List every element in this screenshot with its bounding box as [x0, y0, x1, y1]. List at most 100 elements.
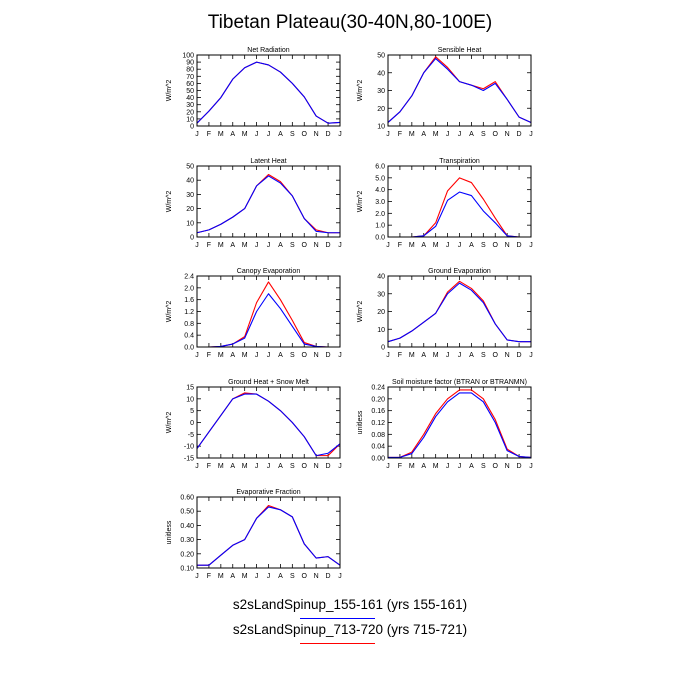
x-tick-label: N [314, 242, 319, 249]
y-tick-label: -15 [184, 456, 194, 463]
x-tick-label: J [267, 463, 271, 470]
y-tick-label: 2.0 [375, 211, 385, 218]
x-tick-label: A [421, 242, 426, 249]
chart-title: Evaporative Fraction [236, 489, 300, 496]
y-tick-label: 10 [186, 396, 194, 403]
y-tick-label: 0.08 [371, 432, 385, 439]
y-tick-label: 0.50 [180, 509, 194, 516]
series-line-1 [197, 281, 340, 348]
x-tick-label: J [255, 352, 259, 359]
x-tick-label: S [290, 242, 295, 249]
x-tick-label: A [469, 352, 474, 359]
x-tick-label: A [230, 242, 235, 249]
x-tick-label: S [290, 131, 295, 138]
x-tick-label: J [458, 463, 462, 470]
x-tick-label: M [409, 131, 415, 138]
series-line-1 [388, 389, 532, 458]
y-tick-label: 0.30 [180, 537, 194, 544]
y-tick-label: 0.24 [371, 385, 385, 392]
x-tick-label: D [326, 242, 331, 249]
x-tick-label: N [505, 352, 510, 359]
x-tick-label: D [517, 242, 522, 249]
series-line-2 [196, 61, 341, 124]
x-tick-label: J [458, 242, 462, 249]
x-tick-label: O [302, 573, 308, 580]
series-line-2 [197, 506, 341, 566]
y-tick-label: 0.20 [180, 551, 194, 558]
chart-title: Sensible Heat [438, 47, 482, 54]
x-tick-label: J [195, 242, 199, 249]
x-tick-label: J [338, 573, 342, 580]
x-tick-label: J [255, 131, 259, 138]
x-tick-label: J [446, 131, 450, 138]
y-tick-label: 0.00 [371, 456, 385, 463]
x-tick-label: A [230, 573, 235, 580]
y-axis-label: W/m^2 [166, 412, 173, 434]
y-tick-label: 0 [190, 420, 194, 427]
x-tick-label: S [290, 352, 295, 359]
series-line-2 [196, 393, 341, 457]
y-axis-label: W/m^2 [166, 191, 173, 213]
y-tick-label: 1.0 [375, 223, 385, 230]
x-tick-label: J [338, 352, 342, 359]
legend-label-2: s2sLandSpinup_713-720 (yrs 715-721) [232, 622, 468, 637]
x-tick-label: J [267, 352, 271, 359]
x-tick-label: D [517, 463, 522, 470]
plot-frame [387, 275, 532, 348]
x-tick-label: A [421, 131, 426, 138]
y-axis-label: W/m^2 [357, 191, 364, 213]
x-tick-label: D [326, 352, 331, 359]
chart-9: Evaporative Fraction unitless 0.10 0.20 0.30… [166, 489, 342, 580]
x-tick-label: J [446, 463, 450, 470]
y-tick-label: 0.12 [371, 420, 385, 427]
y-tick-label: 0.04 [371, 444, 385, 451]
y-tick-label: 40 [377, 274, 385, 281]
x-tick-label: N [314, 463, 319, 470]
x-tick-label: J [195, 463, 199, 470]
x-tick-label: A [469, 131, 474, 138]
chart-title: Ground Evaporation [428, 268, 491, 275]
x-tick-label: J [195, 573, 199, 580]
x-tick-label: J [267, 242, 271, 249]
x-tick-label: J [446, 242, 450, 249]
x-tick-label: J [458, 352, 462, 359]
y-tick-label: -5 [188, 432, 194, 439]
y-tick-label: 90 [186, 60, 194, 67]
chart-title: Canopy Evaporation [237, 268, 301, 275]
series-line-2 [388, 191, 531, 238]
x-tick-label: D [517, 131, 522, 138]
x-tick-label: J [338, 242, 342, 249]
plot-frame [196, 165, 341, 238]
y-tick-label: 20 [377, 309, 385, 316]
legend-line-1 [300, 618, 375, 619]
y-tick-label: 1.6 [184, 297, 194, 304]
x-tick-label: A [230, 131, 235, 138]
y-axis-label: unitless [166, 520, 173, 544]
x-tick-label: J [529, 463, 533, 470]
x-tick-label: A [421, 463, 426, 470]
x-tick-label: F [398, 242, 402, 249]
x-tick-label: S [481, 242, 486, 249]
x-tick-label: J [338, 131, 342, 138]
x-tick-label: N [314, 131, 319, 138]
y-tick-label: 10 [186, 220, 194, 227]
x-tick-label: O [302, 463, 308, 470]
y-tick-label: 2.4 [184, 274, 194, 281]
y-axis-label: W/m^2 [357, 301, 364, 323]
x-tick-label: J [267, 131, 271, 138]
x-tick-label: M [409, 463, 415, 470]
x-tick-label: J [255, 242, 259, 249]
x-tick-label: D [517, 352, 522, 359]
x-tick-label: S [290, 463, 295, 470]
chart-5: Canopy Evaporation W/m^2 0.0 0.4 0.8 1.2 1.6 2.… [166, 268, 342, 359]
x-tick-label: O [302, 242, 308, 249]
chart-8: Soil moisture factor (BTRAN or BTRANMN) u… [357, 379, 533, 470]
x-tick-label: F [207, 573, 211, 580]
x-tick-label: M [218, 463, 224, 470]
x-tick-label: M [433, 242, 439, 249]
x-tick-label: M [433, 352, 439, 359]
series-line-2 [387, 282, 531, 343]
series-line-1 [196, 61, 341, 124]
